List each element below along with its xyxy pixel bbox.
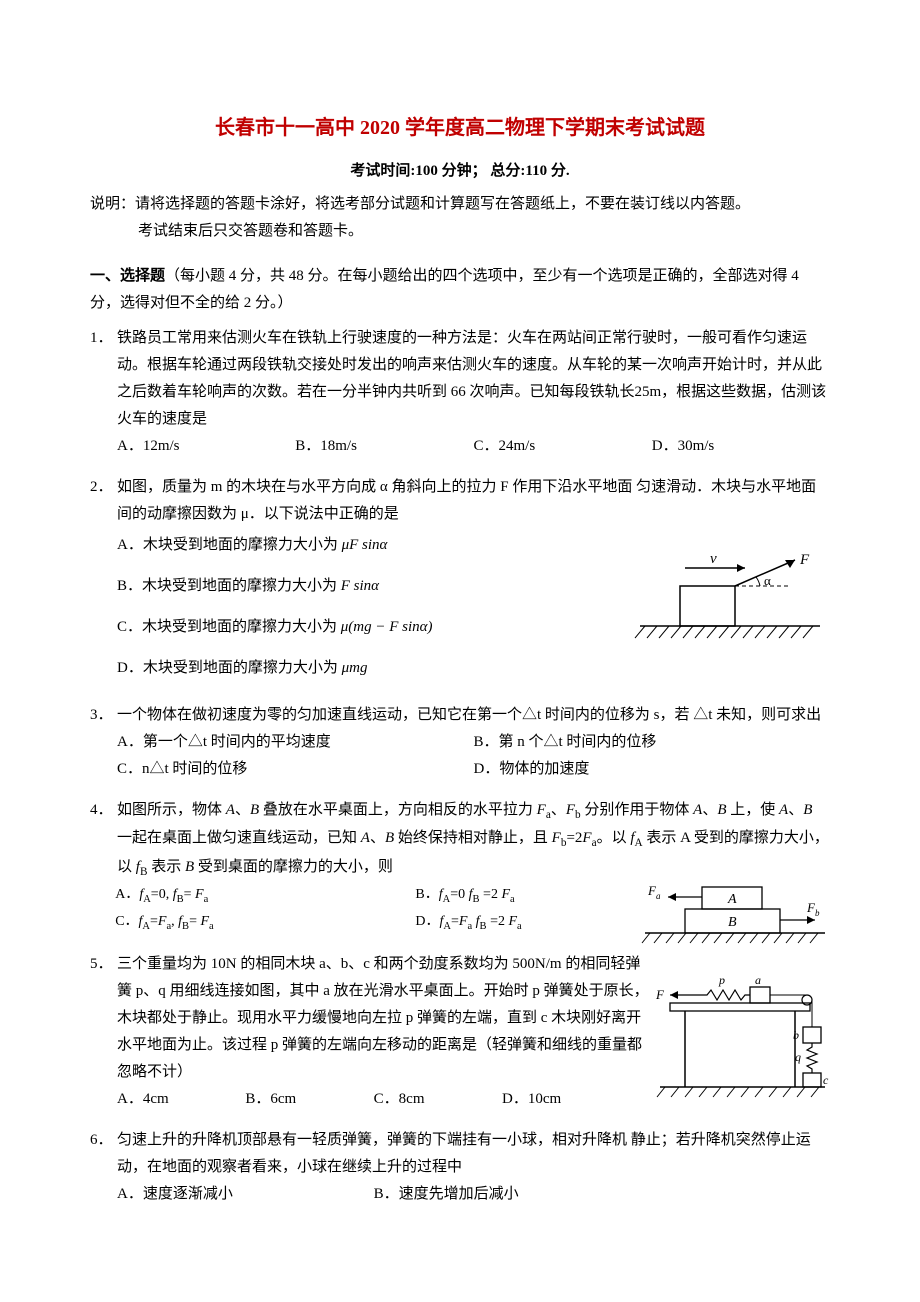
label-v: v (710, 551, 717, 567)
question-text: 如图，质量为 m 的木块在与水平方向成 α 角斜向上的拉力 F 作用下沿水平地面… (90, 474, 830, 528)
diagram-spring-table: a p F b q c (655, 965, 830, 1115)
option-d: D．10cm (502, 1086, 630, 1113)
label-a: a (755, 973, 761, 987)
option-a: A．12m/s (117, 433, 295, 460)
option-d: D．木块受到地面的摩擦力大小为 μmg (117, 655, 830, 682)
label-b: B (728, 915, 737, 930)
question-number: 4． (90, 797, 113, 824)
label-p: p (718, 973, 725, 987)
question-4: 4． 如图所示，物体 A、B 叠放在水平桌面上，方向相反的水平拉力 Fa、Fb … (90, 797, 830, 937)
question-text: 一个物体在做初速度为零的匀加速直线运动，已知它在第一个△t 时间内的位移为 s，… (90, 702, 830, 729)
question-1: 1． 铁路员工常用来估测火车在铁轨上行驶速度的一种方法是：火车在两站间正常行驶时… (90, 325, 830, 460)
instructions: 说明：请将选择题的答题卡涂好，将选考部分试题和计算题写在答题纸上，不要在装订线以… (90, 191, 830, 245)
instructions-line1: 说明：请将选择题的答题卡涂好，将选考部分试题和计算题写在答题纸上，不要在装订线以… (90, 196, 750, 212)
option-c: C．n△t 时间的位移 (117, 756, 474, 783)
label-fb: Fb (806, 900, 820, 918)
question-number: 5． (90, 951, 113, 978)
question-options: A．第一个△t 时间内的平均速度 B．第 n 个△t 时间内的位移 C．n△t … (90, 729, 830, 783)
option-b: B．速度先增加后减小 (374, 1181, 731, 1208)
label-f: F (655, 987, 665, 1002)
option-a: A．第一个△t 时间内的平均速度 (117, 729, 474, 756)
label-q: q (795, 1050, 801, 1064)
diagram-stacked-blocks: B A Fa Fb (640, 875, 830, 945)
question-number: 2． (90, 474, 113, 501)
section-1-heading: 一、选择题（每小题 4 分，共 48 分。在每小题给出的四个选项中，至少有一个选… (90, 263, 830, 317)
label-fa: Fa (647, 883, 661, 901)
label-c: c (823, 1073, 829, 1087)
option-a: A．fA=0, fB= Fa (115, 882, 415, 910)
question-number: 3． (90, 702, 113, 729)
label-f: F (799, 552, 810, 568)
spring-table-diagram-icon: a p F b q c (655, 965, 830, 1115)
question-options: A．速度逐渐减小 B．速度先增加后减小 (90, 1181, 830, 1208)
question-5: 5． 三个重量均为 10N 的相同木块 a、b、c 和两个劲度系数均为 500N… (90, 951, 830, 1113)
question-number: 6． (90, 1127, 113, 1154)
exam-title: 长春市十一高中 2020 学年度高二物理下学期末考试试题 (90, 110, 830, 146)
label-a: A (727, 892, 737, 907)
option-a: A．速度逐渐减小 (117, 1181, 374, 1208)
option-c: C．8cm (374, 1086, 502, 1113)
stacked-blocks-diagram-icon: B A Fa Fb (640, 875, 830, 945)
question-number: 1． (90, 325, 113, 352)
option-b: B．第 n 个△t 时间内的位移 (474, 729, 831, 756)
question-2: 2． 如图，质量为 m 的木块在与水平方向成 α 角斜向上的拉力 F 作用下沿水… (90, 474, 830, 682)
question-options: A．12m/s B．18m/s C．24m/s D．30m/s (90, 433, 830, 460)
block-force-diagram-icon: v F α (630, 546, 830, 656)
instructions-line2: 考试结束后只交答题卷和答题卡。 (90, 218, 830, 245)
diagram-block-on-surface: v F α (630, 546, 830, 656)
section-1-label: 一、选择题 (90, 268, 165, 284)
question-text: 如图所示，物体 A、B 叠放在水平桌面上，方向相反的水平拉力 Fa、Fb 分别作… (90, 797, 830, 882)
option-c: C．fA=Fa, fB= Fa (115, 909, 415, 937)
question-text: 匀速上升的升降机顶部悬有一轻质弹簧，弹簧的下端挂有一小球，相对升降机 静止；若升… (90, 1127, 830, 1181)
question-6: 6． 匀速上升的升降机顶部悬有一轻质弹簧，弹簧的下端挂有一小球，相对升降机 静止… (90, 1127, 830, 1208)
label-alpha: α (764, 573, 771, 588)
option-b: B．18m/s (295, 433, 473, 460)
option-b: B．6cm (245, 1086, 373, 1113)
label-b: b (793, 1028, 799, 1042)
question-3: 3． 一个物体在做初速度为零的匀加速直线运动，已知它在第一个△t 时间内的位移为… (90, 702, 830, 783)
section-1-desc: （每小题 4 分，共 48 分。在每小题给出的四个选项中，至少有一个选项是正确的… (90, 268, 799, 311)
question-text: 铁路员工常用来估测火车在铁轨上行驶速度的一种方法是：火车在两站间正常行驶时，一般… (90, 325, 830, 433)
option-c: C．24m/s (474, 433, 652, 460)
option-d: D．30m/s (652, 433, 830, 460)
option-d: D．物体的加速度 (474, 756, 831, 783)
option-a: A．4cm (117, 1086, 245, 1113)
exam-info: 考试时间:100 分钟； 总分:110 分. (90, 158, 830, 185)
